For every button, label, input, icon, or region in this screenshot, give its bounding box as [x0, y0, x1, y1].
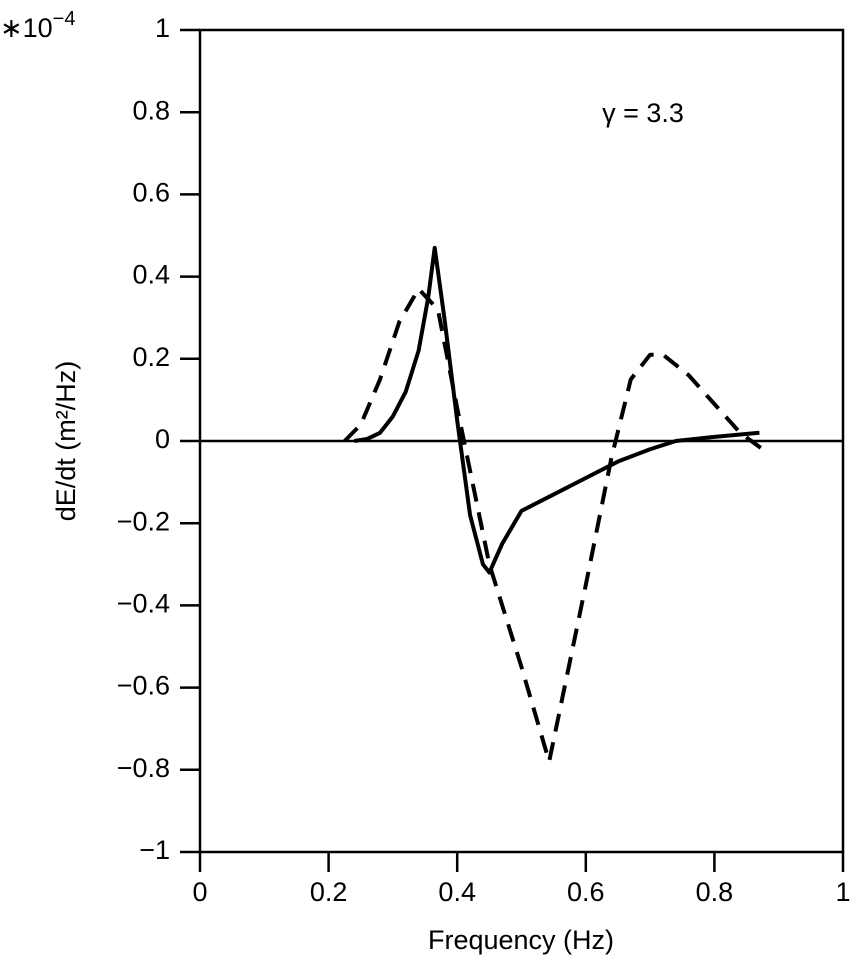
x-tick-label: 0.8: [696, 877, 734, 907]
y-tick-label: −1: [139, 835, 170, 865]
x-tick-label: 1: [835, 877, 850, 907]
data-line: [343, 286, 764, 764]
x-tick-label: 0.4: [438, 877, 476, 907]
annotation: γ = 3.3: [602, 98, 684, 128]
y-tick-label: −0.2: [117, 506, 170, 536]
data-line: [354, 245, 760, 575]
y-tick-label: 0: [155, 424, 170, 454]
y-tick-label: −0.8: [117, 753, 170, 783]
multiplier-base: ∗10: [0, 13, 53, 43]
y-tick-label: 0.2: [132, 342, 170, 372]
y-axis-label: dE/dt (m²/Hz): [51, 361, 81, 522]
x-tick-label: 0.2: [310, 877, 348, 907]
x-tick-label: 0: [192, 877, 207, 907]
y-tick-label: 1: [155, 13, 170, 43]
x-axis-label: Frequency (Hz): [428, 925, 614, 955]
y-tick-label: 0.8: [132, 95, 170, 125]
y-tick-label: 0.4: [132, 260, 170, 290]
y-tick-label: 0.6: [132, 178, 170, 208]
axis-multiplier: ∗10−4: [0, 8, 75, 43]
multiplier-exponent: −4: [53, 8, 76, 30]
y-tick-label: −0.4: [117, 589, 170, 619]
x-tick-label: 0.6: [567, 877, 605, 907]
y-tick-label: −0.6: [117, 671, 170, 701]
